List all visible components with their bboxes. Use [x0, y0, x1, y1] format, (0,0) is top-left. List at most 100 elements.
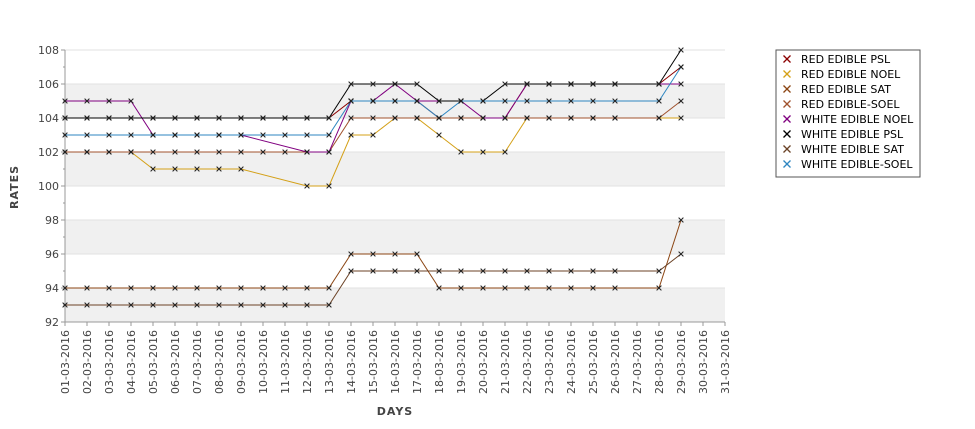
data-point-marker: [678, 98, 684, 104]
data-point-marker: [304, 285, 310, 291]
grid-band: [65, 220, 725, 254]
data-point-marker: [348, 132, 354, 138]
data-point-marker: [546, 268, 552, 274]
data-point-marker: [458, 115, 464, 121]
data-point-marker: [128, 132, 134, 138]
x-axis-ticks: 01-03-2016 02-03-2016 03-03-2016 04-03-2016…: [59, 322, 732, 394]
data-point-marker: [84, 285, 90, 291]
y-tick-label: 102: [38, 146, 59, 159]
y-tick-label: 92: [45, 316, 59, 329]
data-point-marker: [502, 149, 508, 155]
x-tick-label: 16-03-2016: [389, 330, 402, 394]
legend-item: RED EDIBLE SAT: [783, 83, 891, 96]
data-point-marker: [172, 115, 178, 121]
data-point-marker: [546, 81, 552, 87]
data-point-marker: [106, 115, 112, 121]
y-tick-label: 94: [45, 282, 59, 295]
y-tick-label: 96: [45, 248, 59, 261]
data-point-marker: [326, 302, 332, 308]
data-point-marker: [238, 132, 244, 138]
legend-marker: [783, 160, 791, 168]
data-point-marker: [502, 285, 508, 291]
x-tick-label: 09-03-2016: [235, 330, 248, 394]
x-tick-label: 07-03-2016: [191, 330, 204, 394]
data-point-marker: [590, 81, 596, 87]
data-point-marker: [436, 98, 442, 104]
legend-item: RED EDIBLE PSL: [783, 53, 891, 66]
data-point-marker: [370, 115, 376, 121]
data-point-marker: [128, 149, 134, 155]
data-point-marker: [238, 166, 244, 172]
data-point-marker: [392, 98, 398, 104]
data-point-marker: [392, 115, 398, 121]
data-point-marker: [656, 115, 662, 121]
x-tick-label: 08-03-2016: [213, 330, 226, 394]
x-tick-label: 18-03-2016: [433, 330, 446, 394]
data-point-marker: [348, 268, 354, 274]
data-point-marker: [524, 285, 530, 291]
data-point-marker: [128, 98, 134, 104]
data-point-marker: [502, 268, 508, 274]
legend-label: WHITE EDIBLE NOEL: [801, 113, 914, 126]
data-point-marker: [502, 81, 508, 87]
series-line: [65, 66, 682, 136]
x-tick-label: 19-03-2016: [455, 330, 468, 394]
data-point-marker: [260, 302, 266, 308]
x-tick-label: 27-03-2016: [631, 330, 644, 394]
grid-band: [65, 186, 725, 220]
x-tick-label: 15-03-2016: [367, 330, 380, 394]
data-point-marker: [524, 268, 530, 274]
data-point-marker: [172, 302, 178, 308]
data-point-marker: [172, 285, 178, 291]
data-point-marker: [414, 115, 420, 121]
data-point-marker: [106, 149, 112, 155]
legend-marker: [783, 55, 791, 63]
data-point-marker: [568, 81, 574, 87]
data-point-marker: [392, 268, 398, 274]
data-point-marker: [612, 81, 618, 87]
data-point-marker: [612, 268, 618, 274]
data-point-marker: [216, 149, 222, 155]
data-point-marker: [656, 268, 662, 274]
legend: RED EDIBLE PSL RED EDIBLE NOEL RED EDIBLE …: [775, 49, 921, 178]
legend-label: RED EDIBLE NOEL: [801, 68, 901, 81]
data-point-marker: [62, 285, 68, 291]
data-point-marker: [590, 98, 596, 104]
data-point-marker: [678, 251, 684, 257]
legend-item: RED EDIBLE NOEL: [783, 68, 901, 81]
data-point-marker: [590, 285, 596, 291]
data-point-marker: [436, 132, 442, 138]
legend-label: RED EDIBLE PSL: [801, 53, 891, 66]
legend-label: RED EDIBLE-SOEL: [801, 98, 900, 111]
data-point-marker: [326, 115, 332, 121]
y-tick-label: 108: [38, 44, 59, 57]
data-point-marker: [590, 268, 596, 274]
data-point-marker: [62, 132, 68, 138]
data-point-marker: [260, 132, 266, 138]
legend-item: WHITE EDIBLE SAT: [783, 143, 904, 156]
data-point-marker: [480, 98, 486, 104]
data-point-marker: [568, 285, 574, 291]
data-point-marker: [84, 302, 90, 308]
data-point-marker: [238, 149, 244, 155]
data-point-marker: [436, 268, 442, 274]
data-point-marker: [216, 115, 222, 121]
y-axis-title: RATES: [8, 165, 21, 209]
data-point-marker: [128, 285, 134, 291]
data-point-marker: [656, 285, 662, 291]
legend-label: WHITE EDIBLE-SOEL: [801, 158, 913, 171]
legend-marker: [783, 145, 791, 153]
y-axis-ticks: 92 94 96 98 100 102 104 106 108: [38, 44, 65, 329]
data-point-marker: [304, 149, 310, 155]
data-point-marker: [150, 302, 156, 308]
data-point-marker: [612, 98, 618, 104]
legend-marker: [783, 100, 791, 108]
data-point-marker: [106, 302, 112, 308]
data-point-marker: [128, 302, 134, 308]
x-tick-label: 12-03-2016: [301, 330, 314, 394]
data-point-marker: [458, 149, 464, 155]
data-point-marker: [370, 268, 376, 274]
data-point-marker: [414, 268, 420, 274]
x-tick-label: 03-03-2016: [103, 330, 116, 394]
